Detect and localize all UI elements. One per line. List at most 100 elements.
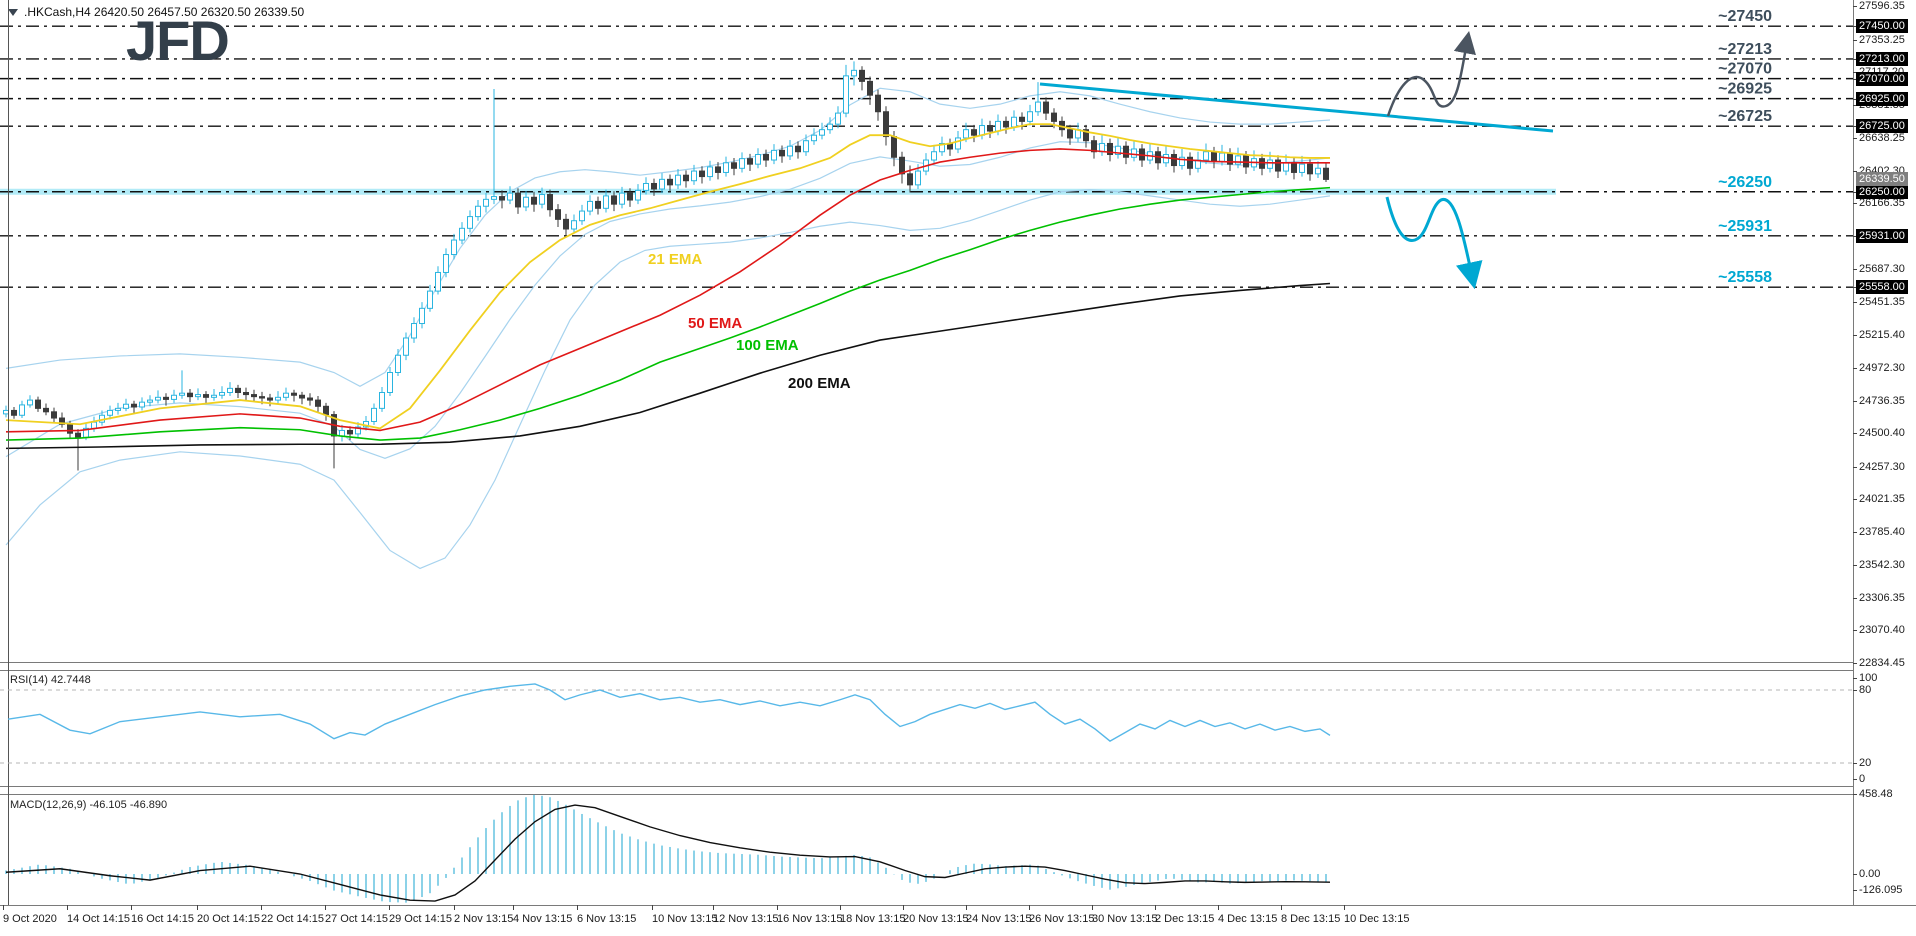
candle-body	[907, 173, 913, 186]
price-axis-tick	[1853, 565, 1857, 567]
candle-body	[475, 205, 481, 218]
rsi-label: RSI(14) 42.7448	[10, 674, 91, 686]
price-axis-tick	[1853, 191, 1857, 193]
price-axis-tick	[1853, 400, 1857, 402]
candle-body	[499, 196, 505, 201]
candle-body	[371, 407, 377, 422]
main-panel-bottom-border	[0, 662, 1853, 663]
macd-axis-tick	[1853, 874, 1857, 875]
candle-body	[539, 194, 545, 205]
candle-body	[43, 407, 49, 413]
time-axis-label: 2 Dec 13:15	[1155, 913, 1215, 925]
candle-body	[779, 149, 785, 157]
candle-body	[1283, 162, 1289, 172]
time-axis-tick	[1344, 905, 1345, 910]
candle-body	[411, 323, 417, 339]
candle-body	[531, 196, 537, 205]
candle-body	[883, 111, 889, 138]
candle-body	[659, 178, 665, 190]
time-axis-label: 9 Oct 2020	[3, 913, 57, 925]
candle-body	[1179, 156, 1185, 167]
candle-body	[899, 156, 905, 175]
time-axis-tick	[3, 905, 4, 910]
candle-body	[315, 399, 321, 407]
candle-body	[1011, 116, 1017, 128]
price-axis-tick	[1853, 72, 1857, 74]
candle-body	[1211, 151, 1217, 162]
price-axis-tick	[1853, 39, 1857, 41]
current-price-box: 26339.50	[1856, 172, 1908, 187]
candle-body	[915, 170, 921, 186]
time-axis-tick	[131, 905, 132, 910]
rsi-axis-label: 100	[1859, 672, 1878, 684]
candle-body	[1315, 167, 1321, 175]
price-axis-label: 25451.35	[1859, 295, 1905, 308]
candle-body	[267, 397, 273, 401]
time-axis-tick	[1029, 905, 1030, 910]
level-label-26250: ~26250	[1718, 174, 1772, 191]
candle-body	[603, 195, 609, 209]
candle-body	[107, 409, 113, 416]
time-axis-tick	[777, 905, 778, 910]
candle-body	[803, 140, 809, 153]
time-axis-tick	[577, 905, 578, 910]
candle-body	[731, 162, 737, 169]
time-axis-label: 26 Nov 13:15	[1029, 913, 1095, 925]
candle-body	[1083, 129, 1089, 142]
candle-body	[59, 417, 65, 425]
candle-body	[139, 401, 145, 408]
candle-body	[523, 196, 529, 208]
candle-body	[1291, 162, 1297, 173]
price-axis-tick	[1853, 630, 1857, 632]
candle-body	[1171, 154, 1177, 167]
candle-body	[563, 218, 569, 230]
macd-axis-tick	[1853, 794, 1857, 795]
level-label-27450: ~27450	[1718, 8, 1772, 25]
bullish-scenario-arrow	[1386, 30, 1476, 117]
candle-body	[219, 392, 225, 396]
candle-body	[643, 182, 649, 191]
price-axis-tick	[1853, 531, 1857, 533]
candle-body	[699, 170, 705, 178]
macd-indicator-panel[interactable]	[0, 794, 1853, 905]
level-price-box: 27070.00	[1856, 71, 1908, 86]
time-axis-label: 6 Nov 13:15	[577, 913, 637, 925]
candle-body	[275, 396, 281, 401]
price-axis-tick	[1853, 26, 1857, 28]
candle-body	[595, 200, 601, 209]
price-axis-tick	[1853, 98, 1857, 100]
candle-body	[1275, 159, 1281, 172]
candle-body	[1307, 163, 1313, 175]
price-axis-tick	[1853, 58, 1857, 60]
candle-body	[739, 158, 745, 169]
main-price-chart[interactable]: ~27450 ~27213 ~27070 ~26925 ~26725 ~26250 ~259…	[0, 0, 1853, 662]
time-axis-label: 22 Oct 14:15	[261, 913, 324, 925]
time-axis-tick	[1281, 905, 1282, 910]
candle-body	[987, 125, 993, 132]
candle-body	[443, 254, 449, 273]
candle-body	[243, 392, 249, 396]
price-axis-label: 27596.35	[1859, 0, 1905, 12]
time-axis-tick	[713, 905, 714, 910]
rsi-axis-label: 20	[1859, 757, 1872, 769]
rsi-axis-tick	[1853, 763, 1857, 764]
first-bar-marker-line	[8, 0, 9, 905]
candle-body	[187, 392, 193, 398]
time-axis-tick	[1092, 905, 1093, 910]
level-price-box: 26725.00	[1856, 119, 1908, 134]
candle-body	[307, 397, 313, 401]
candle-body	[723, 162, 729, 173]
price-axis-tick	[1853, 6, 1857, 7]
price-axis-border	[1853, 0, 1854, 905]
price-axis-label: 23785.40	[1859, 525, 1905, 538]
symbol-dropdown-icon[interactable]	[8, 8, 18, 16]
candle-body	[251, 394, 257, 398]
time-axis-label: 16 Nov 13:15	[777, 913, 843, 925]
rsi-indicator-panel[interactable]	[0, 670, 1853, 786]
rsi-axis-tick	[1853, 690, 1857, 691]
candle-body	[1203, 151, 1209, 161]
price-axis-label: 24500.40	[1859, 427, 1905, 440]
macd-panel-top-border	[0, 794, 1853, 795]
time-axis-label: 8 Dec 13:15	[1281, 913, 1341, 925]
chart-title-ohlc: .HKCash,H4 26420.50 26457.50 26320.50 26…	[24, 5, 305, 19]
